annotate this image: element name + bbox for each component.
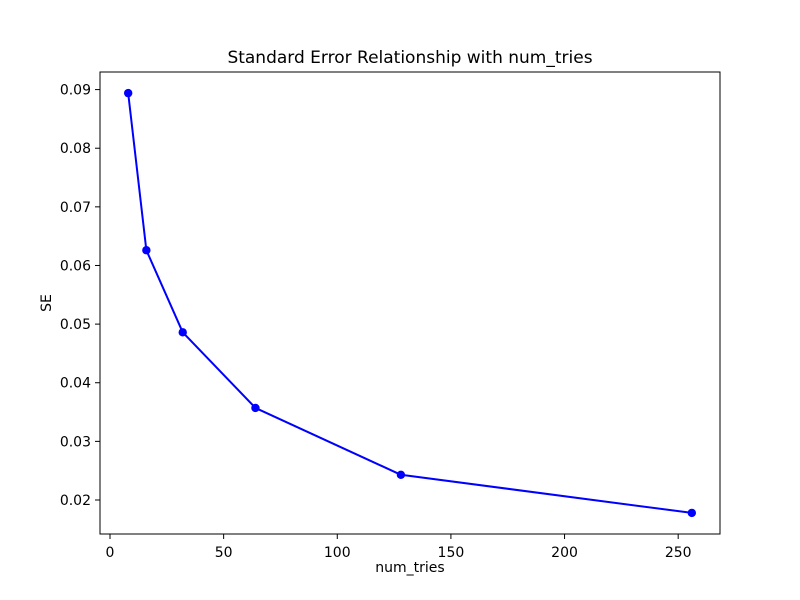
- y-axis-tick-label: 0.09: [60, 83, 91, 99]
- data-point-marker: [142, 246, 151, 255]
- data-point-marker: [396, 470, 406, 479]
- axes-box: [99, 71, 721, 535]
- data-point-marker: [687, 508, 697, 518]
- x-axis-tick-label: 0: [106, 545, 115, 561]
- data-point-marker: [123, 88, 133, 98]
- x-axis-tick-label: 50: [215, 545, 233, 561]
- x-axis-tick-label: 100: [324, 545, 351, 561]
- y-axis-tick-label: 0.03: [60, 434, 91, 450]
- data-point-marker: [251, 403, 260, 413]
- x-axis-tick-label: 200: [551, 545, 578, 561]
- y-axis-label: SE: [39, 294, 55, 312]
- y-axis-tick-label: 0.06: [60, 258, 91, 274]
- y-axis-tick-label: 0.04: [60, 376, 91, 392]
- x-axis-tick-label: 150: [438, 545, 465, 561]
- x-axis-label: num_tries: [375, 560, 445, 576]
- data-point-marker: [178, 328, 187, 337]
- chart-title: Standard Error Relationship with num_tri…: [227, 48, 593, 68]
- y-axis-tick-label: 0.05: [60, 317, 91, 333]
- series-line: [127, 92, 693, 514]
- y-axis-tick-label: 0.08: [60, 141, 91, 157]
- x-axis-tick-label: 250: [665, 545, 692, 561]
- y-axis-tick-label: 0.02: [60, 493, 91, 509]
- y-axis-tick-label: 0.07: [60, 200, 91, 216]
